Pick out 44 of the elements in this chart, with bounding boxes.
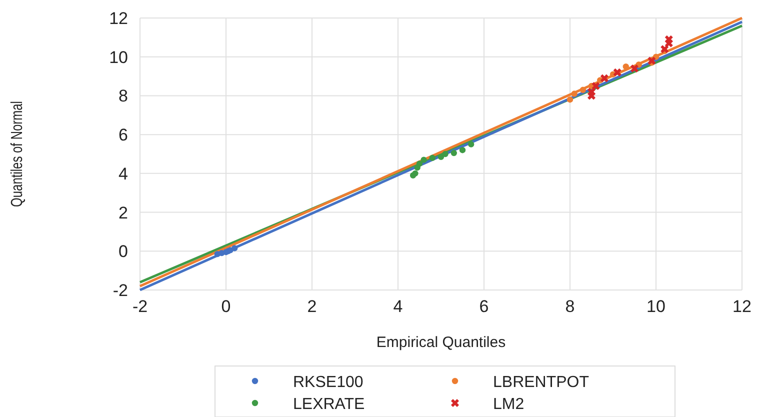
x-tick-label: 8 (565, 297, 575, 316)
y-tick-label: 8 (118, 86, 128, 106)
x-tick-label: 0 (221, 297, 231, 316)
legend-label: LM2 (493, 396, 524, 413)
x-tick-label: -2 (132, 297, 148, 316)
legend-label: RKSE100 (293, 374, 364, 391)
y-axis-title: Quantiles of Normal (7, 101, 26, 207)
point (459, 147, 466, 154)
point (592, 82, 600, 90)
y-tick-label: 10 (109, 48, 128, 67)
point (613, 68, 622, 76)
y-tick-label: 12 (109, 9, 128, 28)
point (429, 154, 436, 161)
legend-label: LEXRATE (293, 396, 365, 413)
point (438, 154, 444, 160)
legend-label: LBRENTPOT (493, 374, 590, 391)
point (412, 170, 418, 177)
point (660, 45, 669, 54)
point (580, 86, 586, 93)
y-tick-label: 0 (118, 242, 128, 262)
point (232, 245, 238, 252)
x-tick-label: 4 (393, 297, 403, 316)
point (566, 96, 574, 103)
x-tick-label: 10 (646, 297, 666, 316)
point (442, 150, 448, 158)
x-tick-label: 2 (307, 297, 317, 316)
point (600, 74, 608, 82)
point (664, 35, 673, 44)
point (648, 56, 656, 65)
point (450, 150, 457, 156)
x-axis-title: Empirical Quantiles (376, 334, 506, 351)
point (622, 63, 629, 70)
x-tick-label: 6 (479, 297, 489, 316)
point (588, 88, 596, 96)
y-tick-label: -2 (112, 281, 128, 300)
point (420, 156, 427, 163)
point (416, 160, 423, 167)
point (571, 90, 578, 97)
point (468, 141, 474, 148)
x-tick-label: 12 (732, 297, 752, 316)
y-tick-label: 4 (118, 164, 128, 184)
point (630, 64, 638, 73)
y-tick-label: 6 (118, 126, 128, 145)
y-tick-label: 2 (118, 203, 128, 222)
